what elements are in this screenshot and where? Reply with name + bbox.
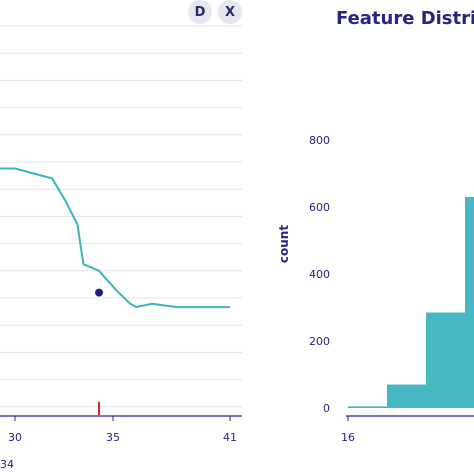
y-axis-label: count xyxy=(277,225,291,263)
d-button[interactable]: D xyxy=(188,0,212,24)
right-y-tick-label: 600 xyxy=(309,201,330,214)
series-line xyxy=(0,167,230,309)
histogram-title: Feature Distril xyxy=(336,8,474,29)
right-x-ticks: 16 xyxy=(341,416,355,444)
right-y-tick-label: 400 xyxy=(309,268,330,281)
x-button[interactable]: X xyxy=(218,0,242,24)
left-x-tick-label: 41 xyxy=(223,431,237,444)
right-y-tick-label: 0 xyxy=(323,402,330,415)
right-x-tick-label: 16 xyxy=(341,431,355,444)
feature-distribution-histogram: Feature Distril count 0 200 400 600 800 16 xyxy=(277,8,474,444)
left-gridlines xyxy=(0,25,242,408)
histogram-bar xyxy=(465,196,474,408)
dependence-plot: 30 35 41 34 xyxy=(0,25,242,471)
right-y-ticks: 0 200 400 600 800 xyxy=(309,134,330,415)
histogram-bars xyxy=(348,196,474,408)
histogram-bar xyxy=(387,384,426,408)
left-x-tick-label: 35 xyxy=(106,431,120,444)
x-axis-partial-label: 34 xyxy=(0,458,14,471)
current-value-marker[interactable] xyxy=(95,288,104,297)
left-x-tick-label: 30 xyxy=(8,431,22,444)
right-y-tick-label: 800 xyxy=(309,134,330,147)
left-x-ticks: 30 35 41 xyxy=(8,416,237,444)
histogram-bar xyxy=(426,312,465,408)
right-y-tick-label: 200 xyxy=(309,335,330,348)
histogram-bar xyxy=(348,406,387,408)
